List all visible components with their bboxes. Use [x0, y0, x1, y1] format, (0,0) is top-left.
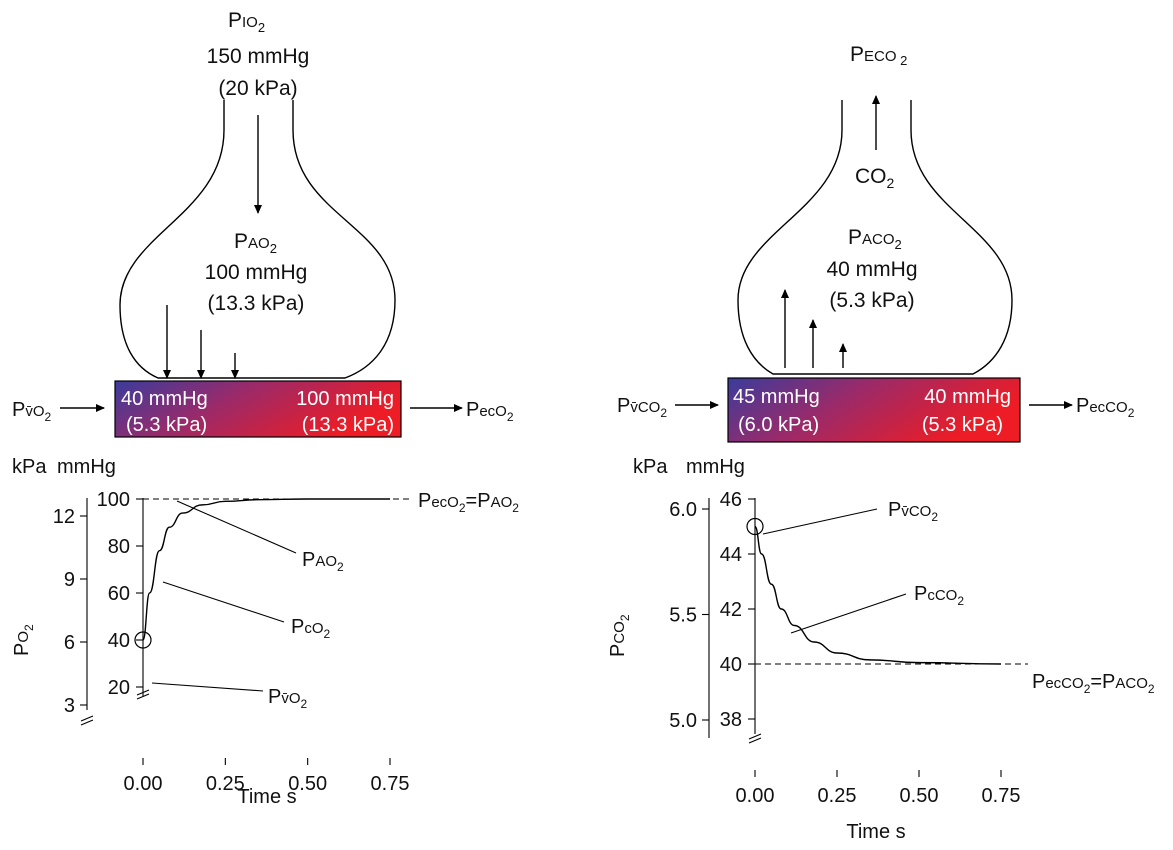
peco2-outflow-label: PecO2: [466, 399, 514, 424]
capillary-right-kpa: (13.3 kPa): [302, 414, 394, 436]
x-tick-label: 0.50: [288, 773, 327, 795]
kpa-tick-label: 6.0: [669, 499, 697, 521]
annotation-leader: [790, 593, 907, 634]
mmhg-ticks: 20 40 60 80 100: [97, 489, 143, 699]
kpa-header: kPa: [633, 456, 668, 478]
kpa-ticks: 5.0 5.5 6.0: [669, 499, 709, 732]
pecco2-outflow-label: PecCO2: [1076, 395, 1135, 420]
paco2-label: PACO2: [848, 226, 902, 252]
pio2-kpa: (20 kPa): [218, 77, 297, 100]
x-axis-title: Time s: [237, 786, 296, 808]
kpa-tick-label: 6: [64, 632, 75, 654]
kpa-tick-label: 9: [64, 569, 75, 591]
right-alveolus-outline: [737, 100, 1013, 375]
capillary-right-mmhg: 100 mmHg: [296, 388, 394, 410]
x-tick-label: 0.50: [900, 785, 939, 807]
pvo2-annotation: Pv̄O2: [268, 686, 308, 711]
axis-break-icon: [80, 715, 94, 726]
paco2-kpa: (5.3 kPa): [829, 289, 914, 312]
mmhg-tick-label: 40: [720, 654, 742, 676]
pao2-kpa: (13.3 kPa): [208, 292, 305, 315]
annotation-leader: [151, 682, 264, 692]
capillary-left-mmhg: 40 mmHg: [121, 388, 208, 410]
capillary-co2-right-mmhg: 40 mmHg: [924, 386, 1011, 408]
pco2-axis-label: PCO2: [607, 614, 632, 657]
pecco2-equals-paco2-label: PecCO2=PACO2: [1032, 671, 1155, 696]
pco2-curve: [754, 525, 1002, 665]
capillary-box-co2: [727, 377, 1021, 443]
capillary-box-o2: [114, 380, 402, 438]
mmhg-tick-label: 80: [108, 536, 130, 558]
mmhg-tick-label: 44: [720, 544, 742, 566]
annotation-leader: [176, 500, 297, 554]
x-tick-label: 0.00: [124, 773, 163, 795]
kpa-header: kPa: [12, 456, 47, 478]
right-alveolus-diagram: PECO 2 CO2 PACO2 40 mmHg (5.3 kPa) 45 mm…: [617, 43, 1135, 443]
kpa-tick-label: 12: [53, 506, 75, 528]
capillary-co2-left-kpa: (6.0 kPa): [738, 414, 819, 436]
peco2-equals-pao2-label: PecO2=PAO2: [418, 490, 519, 515]
kpa-ticks: 3 6 9 12: [53, 506, 87, 717]
mmhg-tick-label: 40: [108, 630, 130, 652]
po2-axis-label: PO2: [11, 624, 36, 656]
start-marker: [746, 517, 764, 536]
annotation-leader: [162, 581, 285, 623]
mmhg-header: mmHg: [57, 456, 116, 478]
mmhg-ticks: 38 40 42 44 46: [720, 489, 755, 731]
mmhg-tick-label: 20: [108, 677, 130, 699]
start-marker: [134, 631, 152, 649]
left-alveolus-diagram: PIO2 150 mmHg (20 kPa) PAO2 100 mmHg (13…: [12, 9, 514, 438]
po2-curve: [142, 498, 390, 641]
x-tick-label: 0.25: [818, 785, 857, 807]
x-tick-label: 0.75: [982, 785, 1021, 807]
pio2-mmhg: 150 mmHg: [207, 45, 310, 68]
mmhg-tick-label: 38: [720, 709, 742, 731]
pao2-label: PAO2: [234, 230, 277, 256]
capillary-co2-right-kpa: (5.3 kPa): [922, 414, 1003, 436]
annotation-leader: [762, 508, 878, 535]
pao2-annotation: PAO2: [302, 549, 344, 574]
kpa-tick-label: 5.5: [669, 605, 697, 627]
capillary-co2-left-mmhg: 45 mmHg: [733, 386, 820, 408]
x-tick-label: 0.00: [736, 785, 775, 807]
left-alveolus-outline: [119, 100, 396, 379]
pao2-mmhg: 100 mmHg: [205, 261, 308, 284]
kpa-tick-label: 3: [64, 695, 75, 717]
mmhg-tick-label: 100: [97, 489, 130, 511]
pvo2-inflow-label: Pv̄O2: [12, 399, 52, 424]
x-axis-title: Time s: [846, 821, 905, 843]
pvco2-annotation: Pv̄CO2: [888, 499, 938, 524]
x-tick-label: 0.25: [206, 773, 245, 795]
pco2-annotation: PcO2: [291, 616, 331, 641]
axis-break-icon: [748, 733, 762, 744]
x-ticks: 0.00 0.25 0.50 0.75: [736, 770, 1021, 807]
pio2-label: PIO2: [228, 9, 265, 35]
pvco2-inflow-label: Pv̄CO2: [617, 395, 667, 420]
peco2-expired-label: PECO 2: [850, 43, 907, 68]
axis-break-icon: [136, 689, 150, 700]
mmhg-header: mmHg: [686, 456, 745, 478]
mmhg-tick-label: 60: [108, 583, 130, 605]
pcco2-annotation: PcCO2: [914, 583, 964, 608]
paco2-mmhg: 40 mmHg: [826, 258, 917, 281]
mmhg-tick-label: 46: [720, 489, 742, 511]
kpa-tick-label: 5.0: [669, 710, 697, 732]
x-ticks: 0.00 0.25 0.50 0.75: [124, 758, 410, 795]
co2-label: CO2: [855, 165, 895, 191]
mmhg-tick-label: 42: [720, 599, 742, 621]
x-tick-label: 0.75: [371, 773, 410, 795]
capillary-left-kpa: (5.3 kPa): [126, 414, 207, 436]
